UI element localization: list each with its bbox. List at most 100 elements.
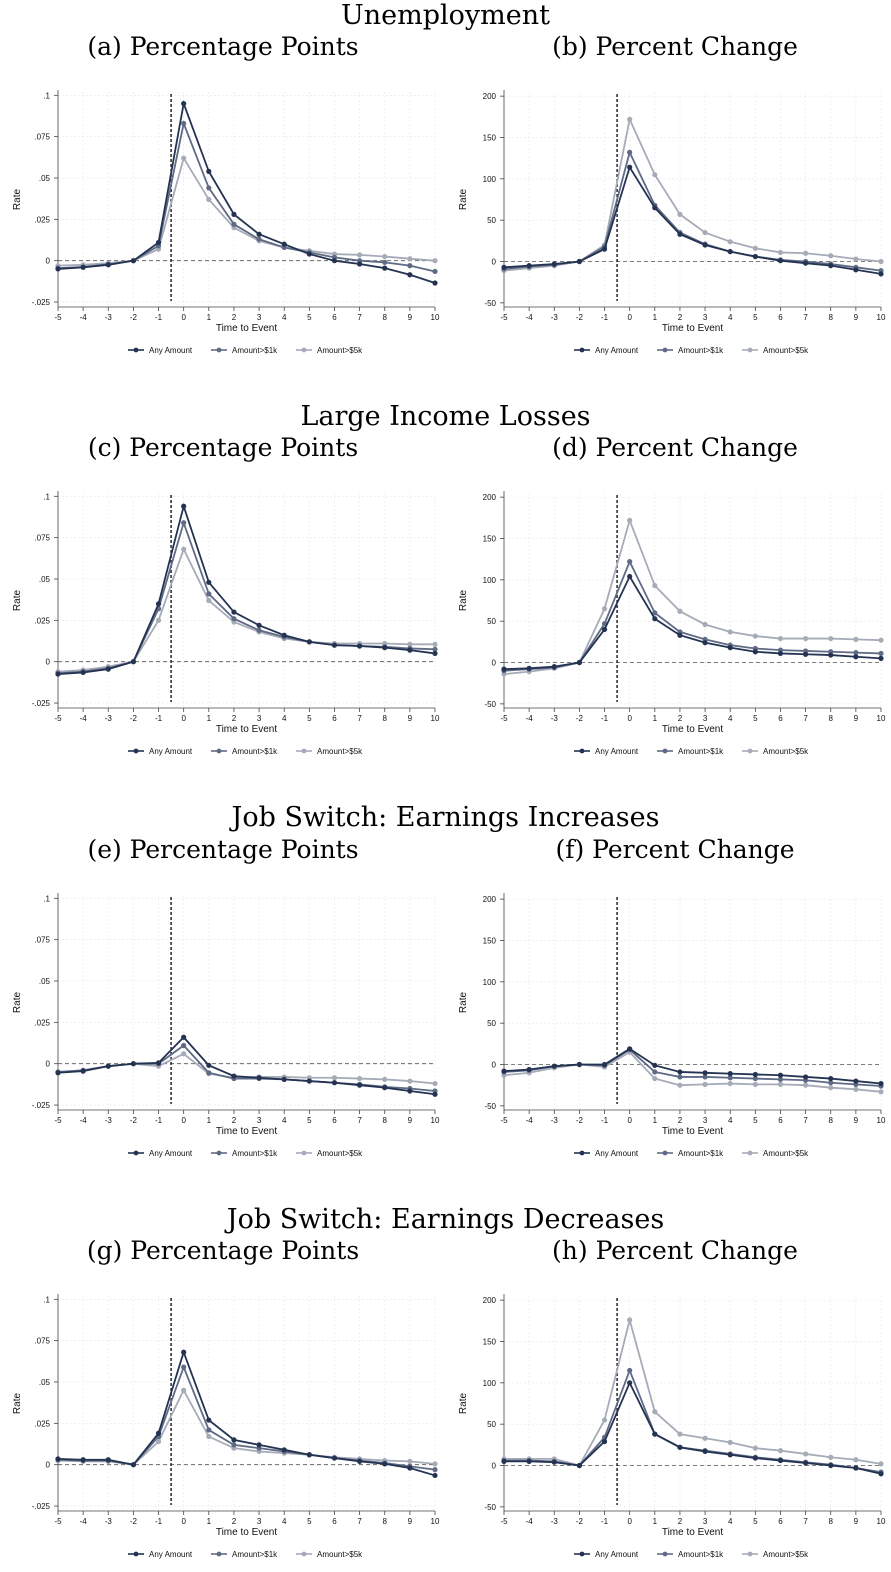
series-2-point (677, 1074, 683, 1080)
series-3-point (601, 606, 608, 612)
x-tick-label: -2 (130, 313, 138, 322)
series-3-point (803, 635, 809, 642)
series-3-point (853, 636, 859, 642)
series-1-point (331, 1080, 338, 1086)
legend-label-2: Amount>$1k (232, 747, 278, 756)
y-tick-label: 150 (483, 133, 497, 142)
x-tick-label: -3 (551, 313, 559, 322)
series-3-point (752, 1445, 758, 1451)
x-tick-label: 4 (282, 313, 287, 322)
series-1-point (306, 1452, 312, 1458)
x-tick-label: -1 (155, 1517, 163, 1526)
x-tick-label: -2 (576, 1116, 584, 1125)
x-tick-label: 10 (877, 1517, 886, 1526)
y-tick-label: 0 (46, 257, 51, 266)
x-tick-label: -4 (526, 1517, 534, 1526)
x-tick-label: 4 (728, 1517, 733, 1526)
series-1-point (777, 258, 784, 264)
y-tick-label: 100 (483, 1379, 497, 1388)
series-1-point (382, 645, 388, 651)
series-1-point (601, 1438, 608, 1445)
series-2-point (432, 1467, 438, 1473)
x-tick-label: 10 (877, 1116, 886, 1125)
x-tick-label: 7 (357, 714, 362, 723)
x-tick-label: 6 (778, 1116, 783, 1125)
x-tick-label: 4 (728, 714, 733, 723)
x-tick-label: 10 (877, 714, 886, 723)
x-tick-label: 1 (653, 714, 658, 723)
x-tick-label: 8 (383, 313, 388, 322)
x-tick-label: 10 (431, 1116, 440, 1125)
series-1-point (752, 1455, 758, 1461)
x-tick-label: 1 (653, 1116, 658, 1125)
series-3-point (803, 1451, 809, 1457)
series-1-point (206, 579, 212, 585)
y-tick-label: -50 (484, 700, 496, 709)
series-1-point (702, 1448, 708, 1455)
series-3-point (727, 239, 733, 245)
x-tick-label: 1 (653, 1517, 658, 1526)
series-1-point (828, 1075, 834, 1082)
series-line-3 (57, 155, 436, 267)
series-2-point (206, 1427, 212, 1433)
series-1-point (407, 647, 413, 653)
series-1-point (627, 164, 633, 170)
series-line-1 (503, 165, 882, 275)
series-3-point (853, 1086, 859, 1092)
series-3-point (206, 1433, 212, 1440)
series-2-point (727, 1075, 733, 1081)
x-tick-label: 9 (408, 1116, 413, 1125)
series-1-point (231, 1437, 237, 1443)
series-1-point (878, 1471, 884, 1477)
series-1-point (501, 264, 507, 270)
x-tick-label: 2 (232, 1517, 237, 1526)
series-1-point (652, 616, 658, 622)
series-3-point (382, 1076, 388, 1083)
x-tick-label: 3 (257, 714, 262, 723)
x-tick-label: -3 (551, 714, 559, 723)
series-2-point (181, 1364, 187, 1370)
series-2-point (777, 1076, 784, 1083)
x-tick-label: 3 (703, 714, 708, 723)
panel-title-a: (a) Percentage Points (87, 32, 359, 61)
legend-marker-3 (301, 1551, 307, 1557)
x-tick-label: 1 (207, 714, 212, 723)
y-tick-label: .075 (34, 133, 50, 142)
series-1-point (256, 1075, 262, 1081)
series-3-point (878, 1461, 884, 1467)
x-tick-label: 6 (332, 1517, 337, 1526)
series-3-point (331, 1075, 338, 1081)
series-2-point (382, 259, 388, 265)
series-1-point (551, 664, 557, 670)
series-1-point (677, 632, 683, 638)
x-tick-label: 3 (703, 1517, 708, 1526)
x-tick-label: 3 (257, 313, 262, 322)
series-1-point (677, 1444, 683, 1450)
series-2-point (752, 1075, 758, 1082)
series-1-point (727, 645, 733, 651)
y-tick-label: 0 (492, 1061, 497, 1070)
series-1-point (181, 1034, 187, 1040)
y-tick-label: .05 (39, 977, 51, 986)
series-1-point (853, 654, 859, 660)
x-tick-label: 7 (803, 714, 808, 723)
series-1-point (551, 1459, 557, 1465)
x-tick-label: 2 (232, 1116, 237, 1125)
series-1-point (752, 649, 758, 655)
series-line-1 (503, 1047, 882, 1085)
series-1-point (853, 1465, 859, 1471)
series-2-point (627, 559, 633, 565)
series-line-2 (57, 1364, 436, 1471)
series-1-point (407, 1088, 413, 1094)
series-1-point (702, 242, 708, 248)
series-1-point (677, 231, 683, 237)
x-tick-label: 5 (753, 714, 758, 723)
series-line-1 (57, 1035, 436, 1096)
series-3-point (828, 635, 834, 642)
series-2-point (853, 649, 859, 656)
legend-label-3: Amount>$5k (763, 1149, 809, 1158)
series-line-1 (504, 1380, 882, 1475)
series-3-point (181, 1051, 187, 1057)
series-1-point (382, 265, 388, 271)
series-3-point (727, 1439, 733, 1445)
